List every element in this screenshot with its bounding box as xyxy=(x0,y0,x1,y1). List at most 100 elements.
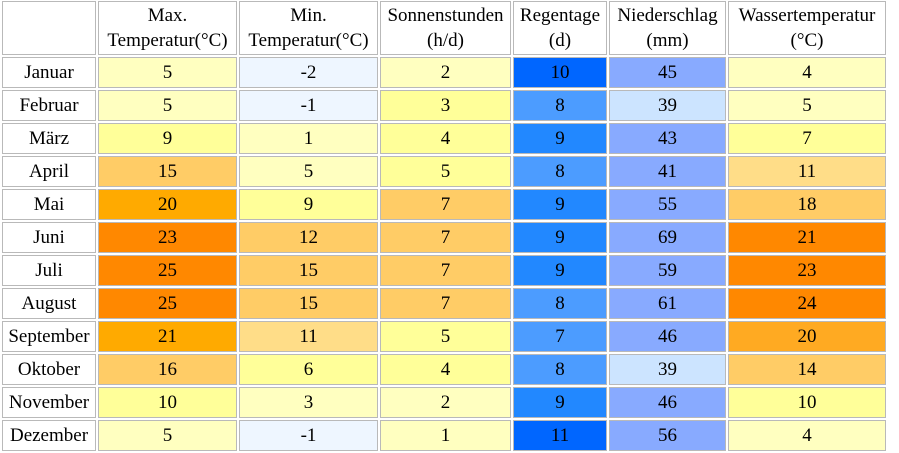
water-temperature-cell: 5 xyxy=(728,90,886,121)
month-label: August xyxy=(2,288,96,319)
min-temperature-cell: 3 xyxy=(239,387,378,418)
sunshine-hours-cell: 3 xyxy=(380,90,511,121)
min-temperature-cell: 9 xyxy=(239,189,378,220)
rain-days-cell: 9 xyxy=(513,387,607,418)
max-temperature-cell: 10 xyxy=(98,387,237,418)
water-temperature-cell: 4 xyxy=(728,57,886,88)
max-temperature-cell: 5 xyxy=(98,57,237,88)
month-label: September xyxy=(2,321,96,352)
min-temperature-cell: -2 xyxy=(239,57,378,88)
table-row: Juni 23 12 7 9 69 21 xyxy=(2,222,886,253)
min-temperature-cell: -1 xyxy=(239,420,378,451)
column-header-line1: Min. xyxy=(290,5,327,26)
column-header-line2: (h/d) xyxy=(427,30,464,51)
sunshine-hours-cell: 7 xyxy=(380,222,511,253)
rain-days-cell: 8 xyxy=(513,156,607,187)
precipitation-cell: 69 xyxy=(609,222,726,253)
table-row: März 9 1 4 9 43 7 xyxy=(2,123,886,154)
month-label: Dezember xyxy=(2,420,96,451)
rain-days-cell: 9 xyxy=(513,222,607,253)
column-header-max-temperature: Max. Temperatur(°C) xyxy=(98,1,237,55)
column-header-line2: (mm) xyxy=(646,30,689,51)
max-temperature-cell: 23 xyxy=(98,222,237,253)
table-row: Oktober 16 6 4 8 39 14 xyxy=(2,354,886,385)
water-temperature-cell: 14 xyxy=(728,354,886,385)
column-header-rain-days: Regentage (d) xyxy=(513,1,607,55)
precipitation-cell: 41 xyxy=(609,156,726,187)
water-temperature-cell: 10 xyxy=(728,387,886,418)
sunshine-hours-cell: 4 xyxy=(380,123,511,154)
water-temperature-cell: 21 xyxy=(728,222,886,253)
water-temperature-cell: 20 xyxy=(728,321,886,352)
max-temperature-cell: 9 xyxy=(98,123,237,154)
table-row: Mai 20 9 7 9 55 18 xyxy=(2,189,886,220)
max-temperature-cell: 5 xyxy=(98,420,237,451)
water-temperature-cell: 18 xyxy=(728,189,886,220)
water-temperature-cell: 11 xyxy=(728,156,886,187)
max-temperature-cell: 16 xyxy=(98,354,237,385)
rain-days-cell: 7 xyxy=(513,321,607,352)
column-header-water-temperature: Wassertemperatur (°C) xyxy=(728,1,886,55)
rain-days-cell: 8 xyxy=(513,288,607,319)
column-header-min-temperature: Min. Temperatur(°C) xyxy=(239,1,378,55)
max-temperature-cell: 21 xyxy=(98,321,237,352)
max-temperature-cell: 25 xyxy=(98,288,237,319)
min-temperature-cell: -1 xyxy=(239,90,378,121)
column-header-precipitation: Niederschlag (mm) xyxy=(609,1,726,55)
table-body: Januar 5 -2 2 10 45 4 Februar 5 -1 3 8 39 5 März 9 1 4 9 43… xyxy=(2,57,886,451)
min-temperature-cell: 15 xyxy=(239,255,378,286)
precipitation-cell: 61 xyxy=(609,288,726,319)
column-header-line2: (d) xyxy=(548,30,572,51)
header-row: Max. Temperatur(°C) Min. Temperatur(°C) … xyxy=(2,1,886,55)
precipitation-cell: 46 xyxy=(609,321,726,352)
column-header-line1: Max. xyxy=(147,5,188,26)
month-label: Januar xyxy=(2,57,96,88)
min-temperature-cell: 1 xyxy=(239,123,378,154)
sunshine-hours-cell: 7 xyxy=(380,189,511,220)
month-label: März xyxy=(2,123,96,154)
rain-days-cell: 9 xyxy=(513,123,607,154)
min-temperature-cell: 12 xyxy=(239,222,378,253)
table-row: Januar 5 -2 2 10 45 4 xyxy=(2,57,886,88)
min-temperature-cell: 15 xyxy=(239,288,378,319)
water-temperature-cell: 7 xyxy=(728,123,886,154)
column-header-line2: (°C) xyxy=(790,30,824,51)
month-label: November xyxy=(2,387,96,418)
max-temperature-cell: 25 xyxy=(98,255,237,286)
precipitation-cell: 43 xyxy=(609,123,726,154)
max-temperature-cell: 15 xyxy=(98,156,237,187)
month-label: April xyxy=(2,156,96,187)
column-header-line1: Niederschlag xyxy=(617,5,718,26)
sunshine-hours-cell: 2 xyxy=(380,387,511,418)
precipitation-cell: 56 xyxy=(609,420,726,451)
month-label: Juli xyxy=(2,255,96,286)
rain-days-cell: 11 xyxy=(513,420,607,451)
min-temperature-cell: 11 xyxy=(239,321,378,352)
max-temperature-cell: 20 xyxy=(98,189,237,220)
table-row: September 21 11 5 7 46 20 xyxy=(2,321,886,352)
precipitation-cell: 45 xyxy=(609,57,726,88)
rain-days-cell: 9 xyxy=(513,255,607,286)
sunshine-hours-cell: 1 xyxy=(380,420,511,451)
table-row: Dezember 5 -1 1 11 56 4 xyxy=(2,420,886,451)
table-row: Juli 25 15 7 9 59 23 xyxy=(2,255,886,286)
month-label: Juni xyxy=(2,222,96,253)
column-header-line2: Temperatur(°C) xyxy=(248,30,369,51)
table-row: Februar 5 -1 3 8 39 5 xyxy=(2,90,886,121)
column-header-line1: Regentage xyxy=(519,5,601,26)
precipitation-cell: 46 xyxy=(609,387,726,418)
water-temperature-cell: 23 xyxy=(728,255,886,286)
column-header-line2: Temperatur(°C) xyxy=(107,30,228,51)
water-temperature-cell: 24 xyxy=(728,288,886,319)
sunshine-hours-cell: 2 xyxy=(380,57,511,88)
sunshine-hours-cell: 7 xyxy=(380,288,511,319)
month-label: Oktober xyxy=(2,354,96,385)
precipitation-cell: 39 xyxy=(609,90,726,121)
precipitation-cell: 39 xyxy=(609,354,726,385)
sunshine-hours-cell: 5 xyxy=(380,156,511,187)
min-temperature-cell: 5 xyxy=(239,156,378,187)
column-header-line1: Wassertemperatur xyxy=(738,5,876,26)
month-label: Mai xyxy=(2,189,96,220)
table-row: August 25 15 7 8 61 24 xyxy=(2,288,886,319)
